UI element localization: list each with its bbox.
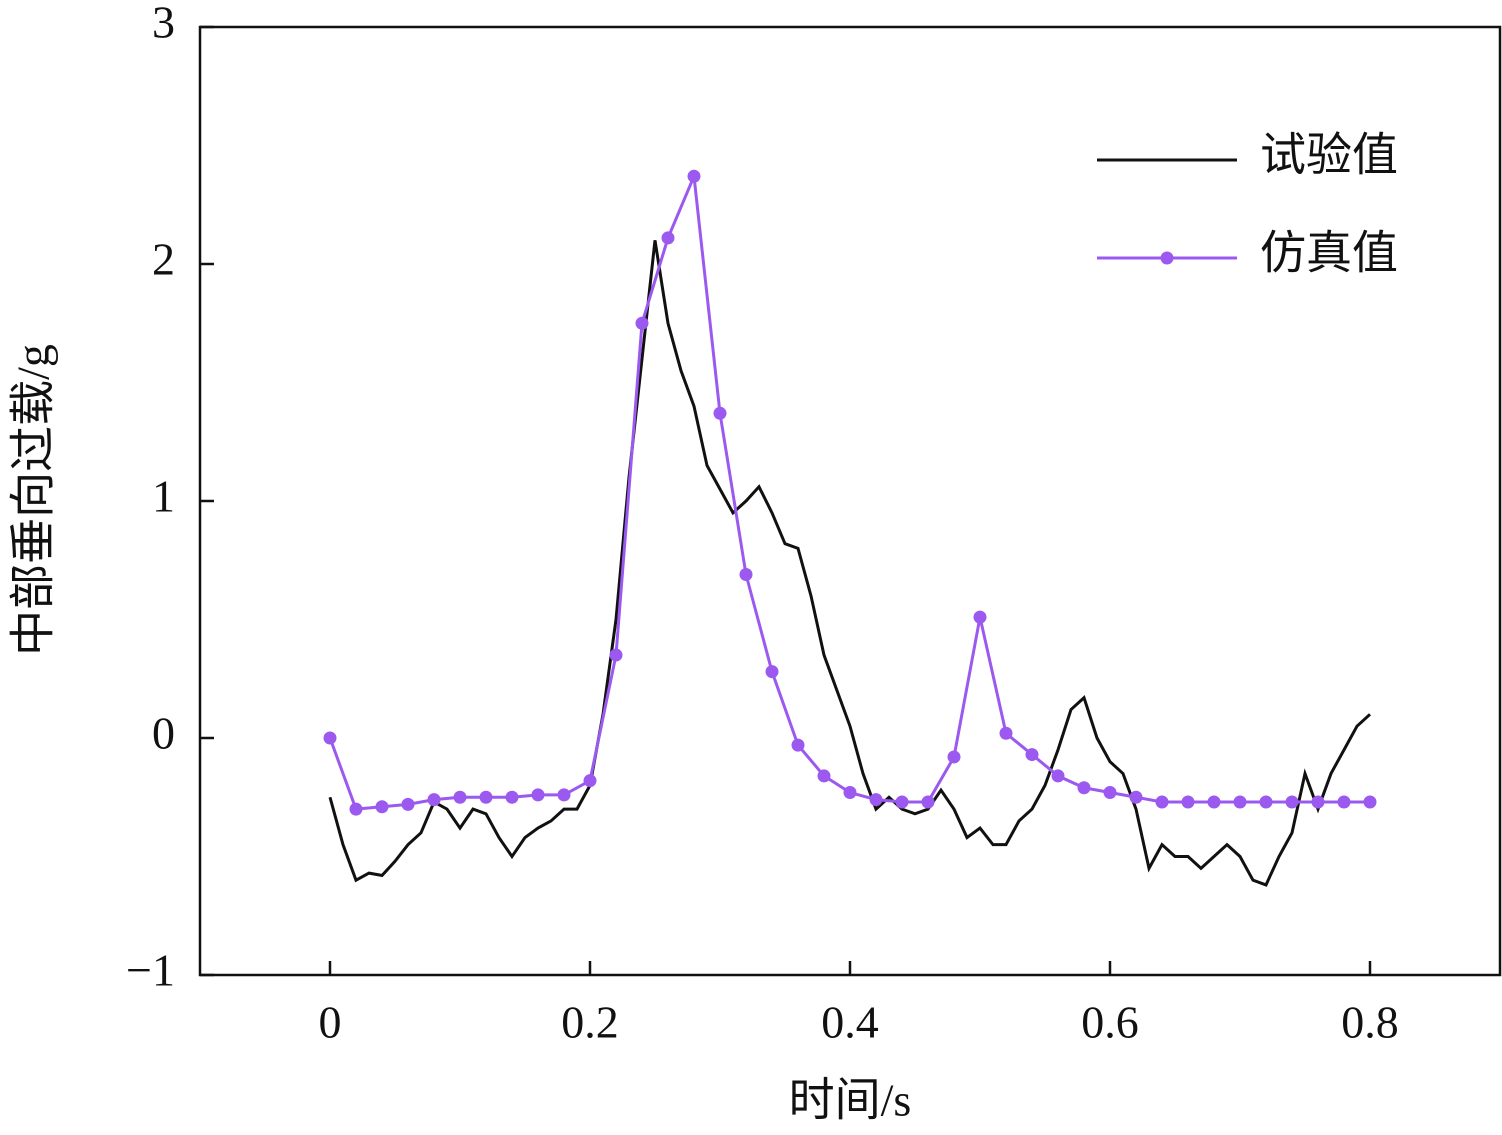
series-marker (947, 750, 961, 764)
series-marker (843, 786, 857, 800)
series-marker (349, 802, 363, 816)
series-marker (817, 769, 831, 783)
series-marker (531, 788, 545, 802)
y-tick-label: 2 (152, 234, 175, 285)
x-tick-label: 0.4 (821, 997, 879, 1048)
legend-label: 仿真值 (1260, 228, 1398, 279)
y-tick-label: −1 (126, 945, 175, 996)
series-marker (1077, 781, 1091, 795)
series-marker (505, 790, 519, 804)
series-marker (583, 774, 597, 788)
series-marker (375, 800, 389, 814)
series-marker (713, 406, 727, 420)
series-marker (401, 797, 415, 811)
series-marker (1363, 795, 1377, 809)
series-marker (895, 795, 909, 809)
legend-label: 试验值 (1260, 130, 1398, 181)
y-tick-label: 3 (152, 0, 175, 48)
x-axis-label: 时间/s (789, 1075, 912, 1126)
x-tick-label: 0.8 (1341, 997, 1399, 1048)
x-tick-label: 0.6 (1081, 997, 1139, 1048)
series-marker (921, 795, 935, 809)
x-tick-label: 0 (319, 997, 342, 1048)
series-marker (1129, 790, 1143, 804)
series-marker (609, 648, 623, 662)
series-line (328, 240, 1372, 887)
series-marker (687, 169, 701, 183)
series-marker (765, 665, 779, 679)
legend-marker (1160, 251, 1174, 265)
series-marker (1311, 795, 1325, 809)
series-marker (1155, 795, 1169, 809)
series-marker (973, 610, 987, 624)
series-marker (791, 738, 805, 752)
series-marker (1337, 795, 1351, 809)
series-marker (739, 567, 753, 581)
series-marker (869, 793, 883, 807)
series-marker (427, 793, 441, 807)
series-marker (1181, 795, 1195, 809)
series-marker (635, 316, 649, 330)
series-marker (1103, 786, 1117, 800)
series-marker (661, 231, 675, 245)
series-marker (1207, 795, 1221, 809)
series-marker (999, 726, 1013, 740)
series-marker (453, 790, 467, 804)
series-marker (1259, 795, 1273, 809)
y-tick-label: 0 (152, 708, 175, 759)
series-marker (557, 788, 571, 802)
x-tick-label: 0.2 (561, 997, 619, 1048)
y-tick-label: 1 (152, 471, 175, 522)
series-marker (479, 790, 493, 804)
series-marker (1285, 795, 1299, 809)
series-marker (323, 731, 337, 745)
series-line (328, 170, 1370, 811)
series-marker (1025, 748, 1039, 762)
series-marker (1233, 795, 1247, 809)
y-axis-label: 中部垂向过载/g (8, 344, 59, 656)
series-marker (1051, 769, 1065, 783)
